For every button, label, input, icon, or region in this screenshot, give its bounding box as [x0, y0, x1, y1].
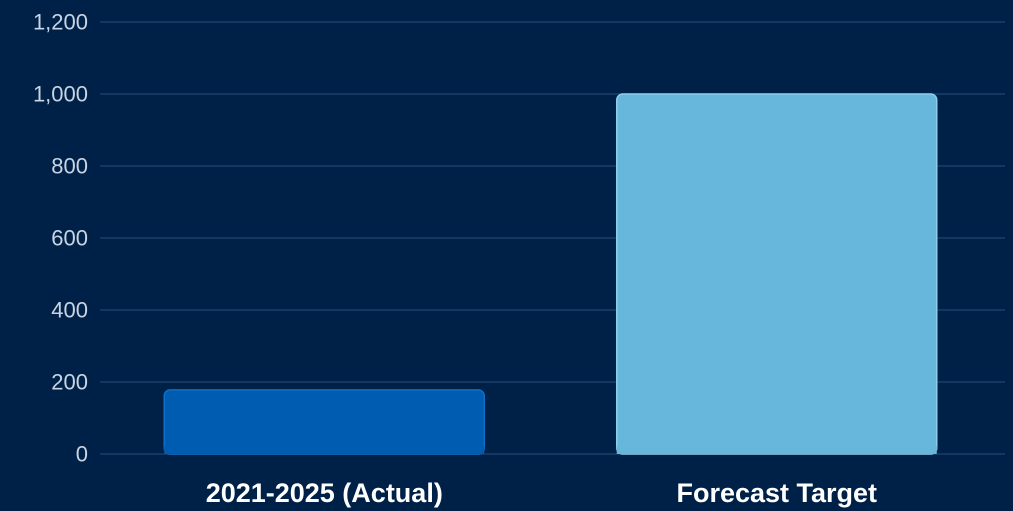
x-tick-label: Forecast Target: [676, 478, 877, 508]
y-tick-label: 1,000: [33, 82, 88, 107]
gridlines: [100, 21, 1005, 455]
bars: [163, 93, 938, 455]
y-tick-label: 400: [51, 298, 88, 323]
y-tick-label: 800: [51, 154, 88, 179]
y-tick-label: 1,200: [33, 10, 88, 35]
bar-base: [164, 446, 485, 454]
y-axis-ticks: 0 200 400 600 800 1,000 1,200: [33, 10, 88, 467]
bar-actual: [163, 389, 485, 455]
bar-forecast-target: [616, 93, 938, 455]
x-tick-label: 2021-2025 (Actual): [206, 478, 443, 508]
bar-base: [616, 446, 937, 454]
y-tick-label: 200: [51, 370, 88, 395]
y-tick-label: 0: [76, 442, 88, 467]
y-tick-label: 600: [51, 226, 88, 251]
x-axis-ticks: 2021-2025 (Actual) Forecast Target: [206, 478, 877, 508]
